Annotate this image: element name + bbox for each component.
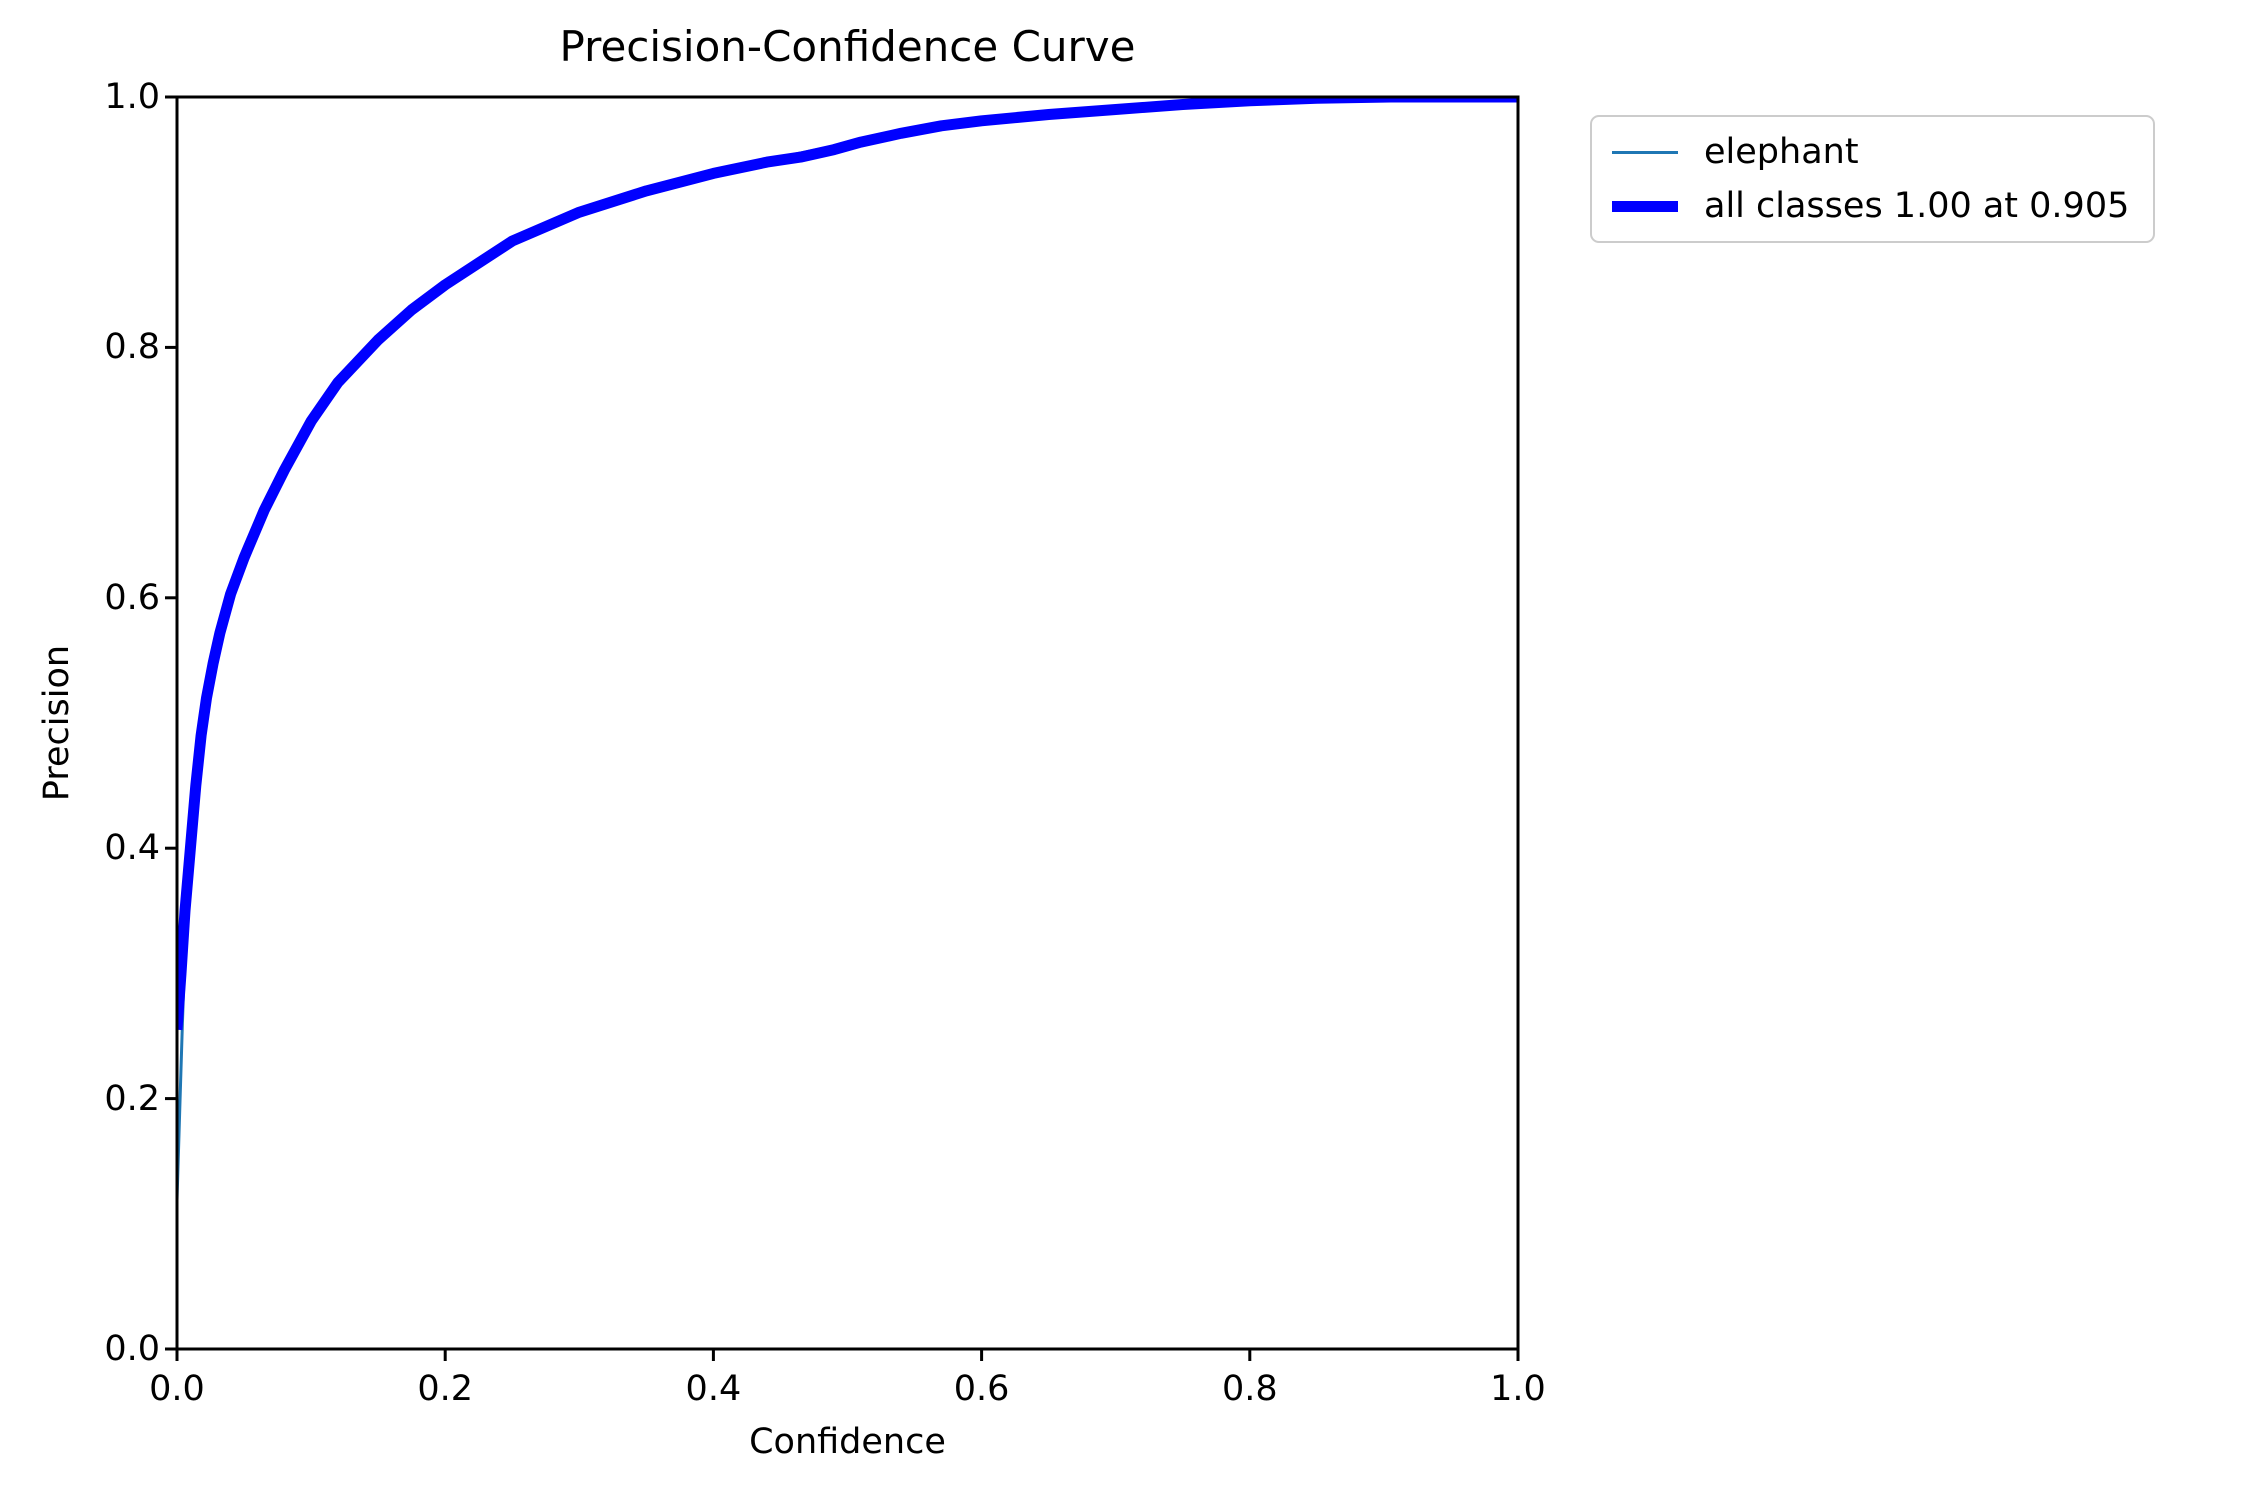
x-axis-label: Confidence [749,1422,946,1462]
x-tick-label: 0.4 [685,1369,742,1409]
legend-item-all-classes: all classes 1.00 at 0.905 [1612,185,2129,227]
y-tick-label: 0.8 [104,327,160,368]
x-tick-label: 1.0 [1490,1369,1546,1409]
y-tick-label: 0.4 [104,828,160,869]
y-axis-label: Precision [37,644,77,802]
elephant-curve [177,97,1518,1201]
legend: elephant all classes 1.00 at 0.905 [1590,115,2156,243]
all-classes-line-swatch [1612,200,1678,212]
axes-frame [175,95,1520,1351]
legend-item-elephant: elephant [1612,131,2129,173]
elephant-line-swatch [1612,150,1678,154]
y-tick-label: 0.0 [104,1329,160,1369]
y-tick-label: 0.6 [104,577,160,618]
x-tick-label: 0.6 [953,1369,1010,1409]
x-tick-label: 0.2 [417,1369,474,1409]
x-tick-label: 0.0 [149,1369,205,1409]
y-tick-label: 1.0 [104,77,160,117]
chart-title: Precision-Confidence Curve [559,22,1136,71]
x-tick-label: 0.8 [1221,1369,1278,1409]
legend-label-elephant: elephant [1704,132,1859,172]
y-tick-label: 0.2 [104,1078,160,1119]
all-classes-curve [177,97,1518,1031]
legend-label-all-classes: all classes 1.00 at 0.905 [1704,186,2130,226]
